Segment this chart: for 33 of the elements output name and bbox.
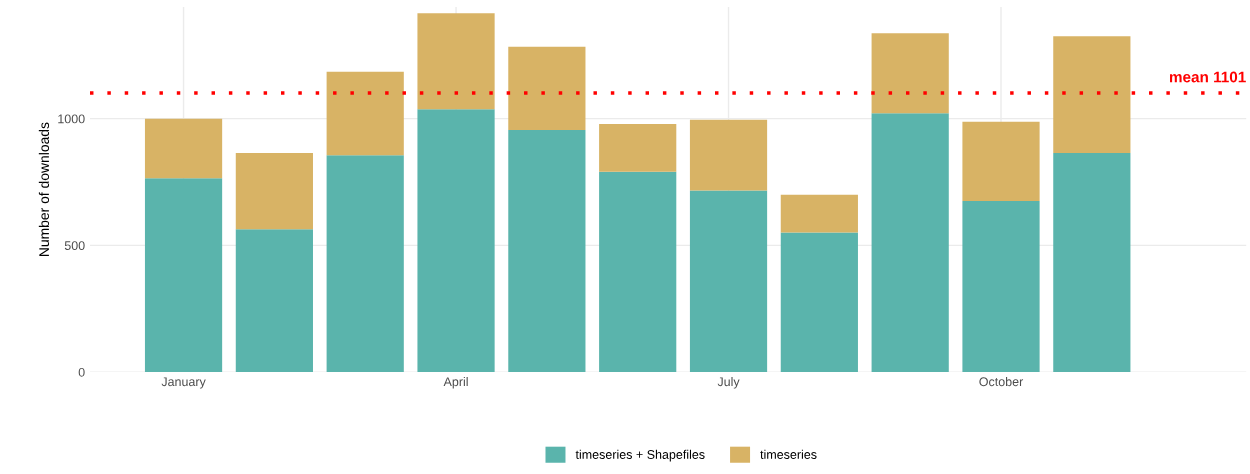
bar xyxy=(871,33,949,114)
bar xyxy=(144,118,223,179)
bar xyxy=(508,46,586,131)
bar xyxy=(1053,153,1131,373)
ref-line-label: mean 1101 xyxy=(1169,71,1246,83)
y-tick-label: 0 xyxy=(78,367,85,377)
y-tick-label: 1000 xyxy=(58,114,85,124)
bar xyxy=(962,201,1040,373)
bar xyxy=(780,194,858,233)
bar xyxy=(780,232,858,373)
x-tick-label: April xyxy=(443,376,468,389)
bar xyxy=(144,178,223,373)
bar xyxy=(962,121,1040,202)
bar xyxy=(1053,36,1131,154)
y-tick-label: 500 xyxy=(64,241,85,251)
bar xyxy=(326,71,404,156)
bar xyxy=(599,123,677,172)
bar xyxy=(417,109,495,373)
legend-label: timeseries xyxy=(760,449,817,459)
bar xyxy=(417,13,495,110)
x-tick-label: October xyxy=(979,376,1024,387)
bar xyxy=(599,171,677,373)
bar xyxy=(235,229,313,373)
x-tick-label: January xyxy=(161,377,206,389)
bar xyxy=(689,190,768,373)
bar xyxy=(871,113,949,373)
legend-label: timeseries + Shapefiles xyxy=(575,449,705,462)
bar xyxy=(326,155,404,373)
bar xyxy=(689,119,768,191)
bar xyxy=(235,153,313,230)
y-axis-title: Number of downloads xyxy=(38,122,50,257)
x-tick-label: July xyxy=(717,376,740,389)
bar xyxy=(508,130,586,373)
